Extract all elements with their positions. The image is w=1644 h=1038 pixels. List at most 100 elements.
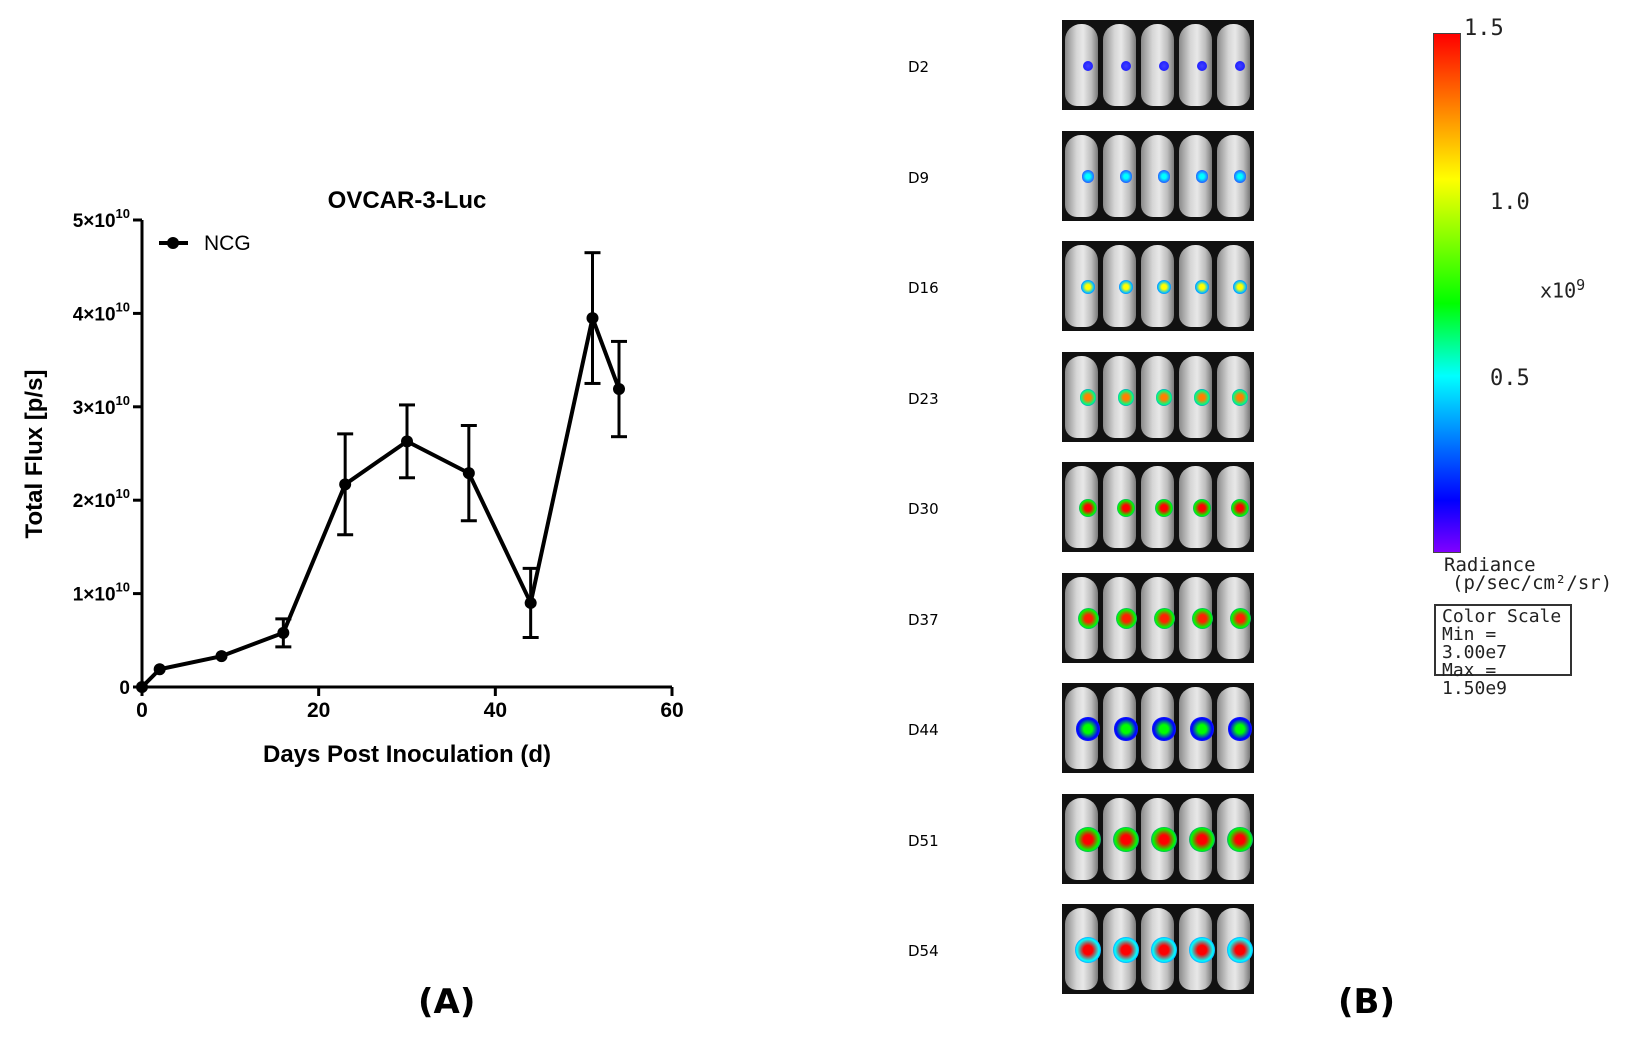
mouse-image-strip [1062,462,1254,552]
y-tick-label: 3×1010 [73,393,130,419]
luminescence-signal [1189,937,1215,963]
radiance-unit-label: Radiance (p/sec/cm²/sr) [1444,554,1613,594]
data-point [524,596,537,609]
mouse-image-strip [1062,572,1254,663]
luminescence-signal [1193,389,1211,406]
luminescence-signal [1077,608,1099,629]
data-point [215,650,228,663]
x-tick-label: 0 [136,699,148,722]
day-label-d16: D16 [908,279,939,297]
luminescence-signal [1229,608,1251,629]
scale-mid-label: 1.0 [1490,190,1530,215]
mouse-image [1141,24,1174,106]
luminescence-signal [1159,61,1169,71]
data-point [462,467,475,480]
luminescence-signal [1152,717,1176,741]
data-point [339,478,352,491]
mouse-image-strip [1062,130,1254,221]
luminescence-signal [1191,608,1213,629]
luminescence-signal [1233,170,1247,183]
line-chart: 0 1×1010 2×1010 3×1010 4×1010 5×1010 0 20 40 60 OV… [21,187,684,768]
day-label-d23: D23 [908,389,939,408]
mouse-image-strip [1062,20,1254,110]
luminescence-signal [1192,498,1212,518]
y-tick-label: 2×1010 [73,486,130,512]
color-scale-title: Color Scale [1442,606,1562,627]
luminescence-signal [1195,170,1209,183]
x-tick-label: 40 [484,699,507,722]
day-label-d51: D51 [908,831,939,850]
panel-b-label: (B) [1338,982,1395,1022]
data-point [136,681,148,693]
luminescence-signal [1190,717,1214,741]
day-label-d44: D44 [908,721,939,739]
day-label-d54: D54 [908,942,939,960]
luminescence-signal [1083,61,1093,71]
luminescence-signal [1113,826,1139,853]
luminescence-signal [1230,498,1250,518]
day-label-d9: D9 [908,168,930,187]
y-tick-label: 0 [119,678,130,699]
luminescence-signal [1228,717,1252,741]
luminescence-signal [1155,389,1173,406]
luminescence-signal [1227,826,1253,853]
legend-marker [167,237,179,249]
luminescence-signal [1114,717,1138,741]
luminescence-signal [1151,826,1177,853]
luminescence-signal [1157,170,1171,183]
luminescence-signal [1116,498,1136,518]
scale-max-label: 1.5 [1464,16,1504,41]
color-scale-max: Max = 1.50e9 [1442,660,1508,699]
mouse-image [1065,24,1098,106]
luminescence-signal [1115,608,1137,629]
luminescence-signal [1076,717,1100,741]
luminescence-signal [1080,279,1096,295]
mouse-image-strip [1062,351,1254,442]
y-tick-label: 4×1010 [73,299,130,325]
luminescence-signal [1118,279,1134,295]
scale-multiplier: x109 [1540,276,1586,303]
data-point [153,663,166,676]
day-label-d37: D37 [908,610,939,629]
luminescence-signal [1235,61,1245,71]
x-tick-label: 60 [660,699,683,722]
radiance-color-scale-bar [1433,33,1461,553]
luminescence-signal [1227,937,1253,963]
luminescence-signal [1153,608,1175,629]
day-label-d30: D30 [908,500,939,518]
y-tick-label: 1×1010 [73,580,130,606]
mouse-image-strip [1062,241,1254,331]
luminescence-signal [1078,498,1098,518]
luminescence-signal [1113,937,1139,963]
series-line [140,316,621,689]
luminescence-signal [1075,826,1101,853]
mouse-image-strip [1062,683,1254,773]
x-tick-label: 20 [307,699,330,722]
luminescence-signal [1151,937,1177,963]
luminescence-signal [1119,170,1133,183]
chart-title: OVCAR-3-Luc [328,187,487,214]
scale-low-label: 0.5 [1490,366,1530,391]
legend-label: NCG [204,232,251,255]
data-point [401,435,413,448]
y-axis-label: Total Flux [p/s] [21,370,48,539]
luminescence-signal [1154,498,1174,518]
luminescence-signal [1194,279,1210,295]
luminescence-signal [1189,826,1215,853]
y-tick-label: 5×1010 [73,206,130,232]
data-point [586,312,599,325]
mouse-image-strip [1062,904,1254,994]
luminescence-signal [1121,61,1131,71]
luminescence-signal [1117,389,1135,406]
luminescence-signal [1231,389,1249,406]
color-scale-min: Min = 3.00e7 [1442,624,1508,663]
luminescence-signal [1197,61,1207,71]
luminescence-signal [1075,937,1101,963]
day-label-d2: D2 [908,58,930,76]
color-scale-box: Color Scale Min = 3.00e7 Max = 1.50e9 [1434,604,1572,698]
luminescence-signal [1081,170,1095,183]
luminescence-signal [1156,279,1172,295]
data-point [613,383,625,396]
mouse-image [1217,24,1250,106]
data-point [277,626,290,639]
